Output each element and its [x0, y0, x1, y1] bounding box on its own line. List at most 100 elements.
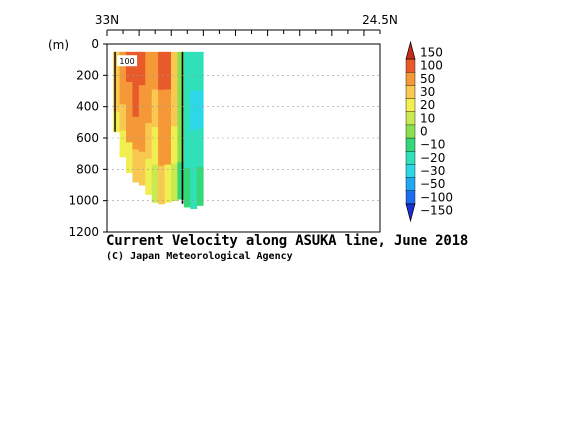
x-tick-label: 33N	[95, 13, 119, 27]
velocity-cell	[196, 128, 204, 168]
velocity-cell	[119, 104, 127, 132]
colorbar-label: −20	[420, 151, 445, 165]
velocity-heatmap: 100	[113, 51, 204, 209]
y-tick-label: 800	[76, 162, 99, 176]
y-tick-label: 200	[76, 68, 99, 82]
velocity-cell	[119, 78, 127, 105]
velocity-cell	[113, 91, 121, 113]
chart-title: Current Velocity along ASUKA line, June …	[106, 233, 469, 249]
velocity-cell	[158, 127, 166, 167]
velocity-cell	[170, 126, 178, 164]
velocity-cell	[190, 130, 198, 170]
colorbar-label: 150	[420, 46, 443, 60]
colorbar-swatch	[405, 137, 416, 152]
velocity-cell	[177, 125, 185, 163]
y-tick-label: 600	[76, 131, 99, 145]
y-tick-label: 400	[76, 100, 99, 114]
y-tick-label: 0	[91, 37, 99, 51]
velocity-cell	[145, 123, 153, 160]
colorbar-label: 100	[420, 59, 443, 73]
velocity-cell	[132, 149, 140, 183]
colorbar-label: 0	[420, 125, 428, 139]
contour-label-box	[117, 55, 138, 67]
colorbar-swatch	[405, 72, 416, 86]
y-tick-label: 1200	[68, 225, 99, 239]
velocity-cell	[190, 91, 198, 131]
colorbar-label: −50	[420, 177, 445, 191]
velocity-cell	[183, 90, 191, 130]
velocity-cell	[132, 116, 140, 150]
x-tick-label: 24.5N	[362, 13, 398, 27]
velocity-cell	[170, 163, 178, 202]
colorbar-swatch	[405, 190, 416, 205]
colorbar-label: −10	[420, 138, 445, 152]
colorbar-swatch	[405, 111, 416, 126]
velocity-cell	[132, 51, 140, 85]
velocity-cell	[183, 51, 191, 92]
colorbar-swatch	[405, 98, 416, 113]
colorbar-swatch	[405, 164, 416, 179]
velocity-cell	[126, 81, 133, 113]
velocity-cell	[177, 162, 185, 200]
velocity-cell	[164, 89, 172, 128]
velocity-cell	[113, 111, 121, 133]
velocity-cell	[158, 51, 166, 91]
velocity-cell	[177, 51, 185, 90]
velocity-cell	[151, 164, 159, 203]
colorbar-label: 20	[420, 98, 435, 112]
colorbar-label: 30	[420, 85, 435, 99]
velocity-cell	[164, 164, 172, 203]
velocity-cell	[190, 169, 198, 209]
velocity-cell	[151, 51, 159, 90]
velocity-cell	[158, 165, 166, 205]
velocity-cell	[126, 142, 133, 173]
velocity-cell	[190, 51, 198, 92]
depth-gridlines	[107, 75, 380, 201]
velocity-cell	[151, 127, 159, 166]
depth-axis: 0 200 400 600 800 1000 1200 (m)	[48, 37, 107, 239]
colorbar-swatch	[405, 85, 416, 100]
velocity-cell	[170, 51, 178, 90]
velocity-cell	[183, 168, 191, 208]
velocity-cell	[170, 89, 178, 127]
velocity-cell	[138, 51, 146, 86]
colorbar-label: 50	[420, 72, 435, 86]
colorbar-label: −30	[420, 164, 445, 178]
velocity-cell	[113, 71, 121, 93]
velocity-cell	[151, 89, 159, 128]
velocity-cell	[145, 51, 153, 88]
chart-credit: (C) Japan Meteorological Agency	[106, 251, 293, 262]
velocity-cell	[138, 118, 146, 153]
velocity-cell	[126, 112, 133, 143]
velocity-cell	[183, 129, 191, 169]
colorbar-label: −150	[420, 203, 453, 217]
velocity-cell	[196, 51, 204, 91]
colorbar-swatch	[405, 151, 416, 165]
colorbar-swatch	[405, 124, 416, 139]
velocity-cell	[145, 87, 153, 124]
colorbar-label: −100	[420, 190, 453, 204]
contour-label: 100	[119, 57, 134, 66]
colorbar-swatch	[405, 58, 416, 73]
velocity-cell	[119, 130, 127, 158]
y-tick-label: 1000	[68, 194, 99, 208]
velocity-cell	[164, 127, 172, 166]
velocity-cell	[126, 51, 133, 83]
velocity-cell	[113, 51, 121, 73]
velocity-cell	[158, 89, 166, 129]
colorbar-label: 10	[420, 111, 435, 125]
velocity-cell	[138, 85, 146, 119]
velocity-cell	[177, 88, 185, 126]
velocity-cell	[164, 51, 172, 90]
y-axis-unit: (m)	[48, 38, 69, 52]
colorbar-swatch	[405, 177, 416, 192]
colorbar-swatch	[405, 40, 416, 60]
velocity-cell	[196, 166, 204, 206]
colorbar-swatch	[405, 203, 416, 223]
velocity-cell	[138, 151, 146, 186]
latitude-axis: 33N 24.5N	[95, 13, 398, 36]
velocity-cell	[196, 90, 204, 130]
velocity-cell	[145, 158, 153, 195]
